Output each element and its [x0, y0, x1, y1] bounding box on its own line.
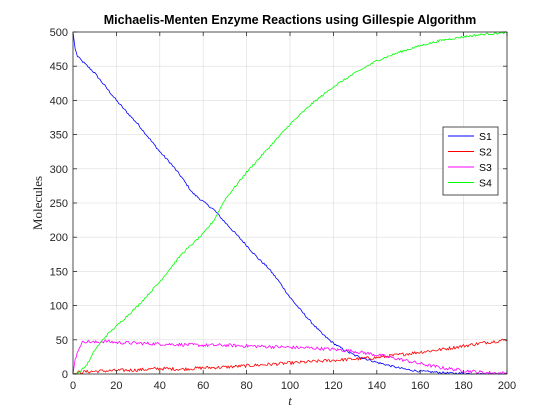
y-tick-label: 350 — [50, 130, 68, 142]
x-tick-label: 140 — [368, 380, 386, 392]
y-tick-label: 150 — [50, 266, 68, 278]
x-tick-label: 120 — [324, 380, 342, 392]
x-tick-label: 80 — [240, 380, 252, 392]
x-tick-label: 40 — [154, 380, 166, 392]
chart-title: Michaelis-Menten Enzyme Reactions using … — [104, 13, 477, 27]
y-tick-label: 300 — [50, 164, 68, 176]
x-tick-label: 200 — [498, 380, 516, 392]
x-axis-label: t — [288, 393, 292, 408]
y-axis-label: Molecules — [30, 176, 45, 230]
x-tick-label: 0 — [70, 380, 76, 392]
x-tick-label: 100 — [281, 380, 299, 392]
x-tick-label: 20 — [110, 380, 122, 392]
y-tick-label: 0 — [62, 369, 68, 381]
legend: S1 S2 S3 S4 — [443, 127, 498, 195]
y-tick-label: 250 — [50, 198, 68, 210]
y-tick-label: 500 — [50, 27, 68, 39]
legend-label-s2: S2 — [479, 147, 492, 159]
x-tick-label: 180 — [454, 380, 472, 392]
y-tick-label: 400 — [50, 95, 68, 107]
y-tick-label: 450 — [50, 61, 68, 73]
y-tick-label: 100 — [50, 301, 68, 313]
legend-label-s4: S4 — [479, 178, 492, 190]
x-tick-label: 160 — [411, 380, 429, 392]
y-tick-label: 50 — [56, 335, 68, 347]
x-tick-label: 60 — [197, 380, 209, 392]
legend-label-s1: S1 — [479, 131, 492, 143]
y-tick-label: 200 — [50, 232, 68, 244]
legend-label-s3: S3 — [479, 162, 492, 174]
